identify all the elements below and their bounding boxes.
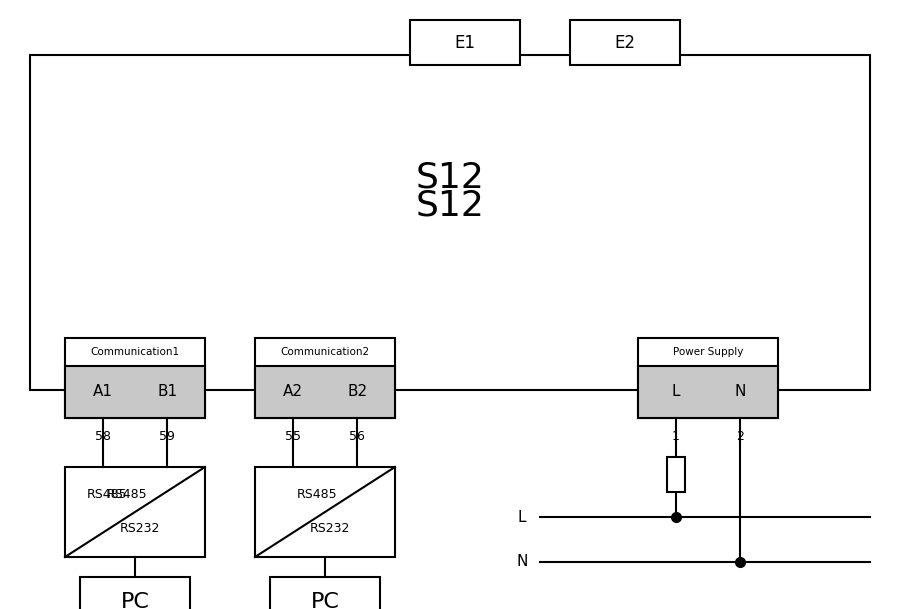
Text: A2: A2 [283,384,302,400]
Bar [255,467,395,557]
Text: S12: S12 [416,160,484,194]
Text: 58: 58 [94,429,111,443]
Bar [570,20,680,65]
Text: B2: B2 [347,384,367,400]
Text: S12: S12 [416,189,484,223]
Text: E1: E1 [454,33,475,52]
Text: Power Supply: Power Supply [673,347,743,357]
Text: 56: 56 [349,429,365,443]
Bar [667,457,685,492]
Text: 55: 55 [284,429,301,443]
Bar [255,366,395,418]
Bar [638,366,778,418]
Bar [638,338,778,418]
Bar [270,577,380,609]
Text: 59: 59 [159,429,176,443]
Text: E2: E2 [615,33,635,52]
Text: L: L [518,510,526,524]
Text: 2: 2 [736,429,744,443]
Text: 1: 1 [672,429,680,443]
Text: RS232: RS232 [310,522,350,535]
Text: N: N [517,555,527,569]
Text: RS485: RS485 [86,487,127,501]
Bar [65,338,205,418]
Bar [65,366,205,418]
Text: L: L [671,384,680,400]
Bar [30,55,870,390]
Text: N: N [734,384,746,400]
Bar [410,20,520,65]
Text: PC: PC [121,592,149,609]
Text: Communication2: Communication2 [281,347,370,357]
Text: PC: PC [310,592,339,609]
Bar [65,467,205,557]
Text: RS485: RS485 [107,487,148,501]
Text: B1: B1 [158,384,177,400]
Text: RS485: RS485 [297,487,338,501]
Text: Communication1: Communication1 [90,347,180,357]
Bar [255,338,395,418]
Bar [80,577,190,609]
Text: A1: A1 [93,384,112,400]
Text: RS232: RS232 [120,522,160,535]
